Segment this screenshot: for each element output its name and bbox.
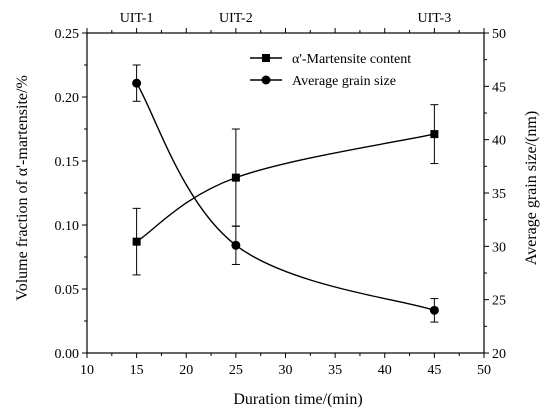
- x-tick-label: 10: [80, 363, 94, 378]
- x-tick-label: 15: [130, 363, 144, 378]
- x-tick-label: 35: [328, 363, 342, 378]
- x-axis-title: Duration time/(min): [233, 391, 362, 408]
- grain-size-legend-marker: [261, 75, 271, 85]
- plot-frame: [86, 32, 485, 354]
- y-left-tick-label: 0.25: [55, 27, 80, 42]
- grain-size-point: [231, 240, 241, 250]
- y-axis-right-title: Average grain size/(nm): [523, 111, 540, 265]
- y-axis-left-title: Volume fraction of α'-martensite/%: [14, 75, 31, 301]
- martensite-point: [231, 173, 240, 182]
- top-label: UIT-3: [418, 11, 452, 26]
- y-right-tick-label: 35: [492, 187, 506, 202]
- axes: 10 15 20 25 30 35 40 45 50 UIT-1 UIT-2 UIT-3 0.00 0.0…: [55, 11, 507, 378]
- y-left-tick-label: 0.15: [55, 155, 80, 170]
- grain-size-legend-label: Average grain size: [292, 74, 396, 89]
- martensite-legend-label: α'-Martensite content: [292, 52, 411, 67]
- top-label: UIT-2: [219, 11, 253, 26]
- x-tick-label: 40: [378, 363, 392, 378]
- series-curves: [136, 82, 435, 311]
- grain-size-point: [429, 305, 439, 315]
- x-tick-label: 50: [477, 363, 491, 378]
- y-right-tick-label: 30: [492, 240, 506, 255]
- y-left-tick-label: 0.10: [55, 219, 80, 234]
- martensite-legend-marker: [262, 54, 270, 62]
- y-right-tick-label: 40: [492, 134, 506, 149]
- martensite-line: [136, 133, 435, 243]
- grain-size-line: [136, 82, 435, 311]
- y-left-tick-label: 0.20: [55, 91, 80, 106]
- x-tick-label: 30: [279, 363, 293, 378]
- martensite-point: [430, 130, 439, 139]
- y-right-tick-label: 50: [492, 27, 506, 42]
- y-right-tick-label: 20: [492, 347, 506, 362]
- martensite-point: [132, 237, 141, 246]
- y-left-tick-label: 0.00: [55, 347, 80, 362]
- y-right-tick-label: 25: [492, 294, 506, 309]
- grain-size-point: [132, 78, 142, 88]
- series-points: [132, 64, 439, 323]
- legend: α'-Martensite content Average grain size: [250, 52, 411, 89]
- y-right-tick-label: 45: [492, 80, 506, 95]
- x-tick-label: 20: [179, 363, 193, 378]
- top-label: UIT-1: [120, 11, 154, 26]
- x-tick-label: 25: [229, 363, 243, 378]
- y-left-tick-label: 0.05: [55, 283, 80, 298]
- x-tick-label: 45: [427, 363, 441, 378]
